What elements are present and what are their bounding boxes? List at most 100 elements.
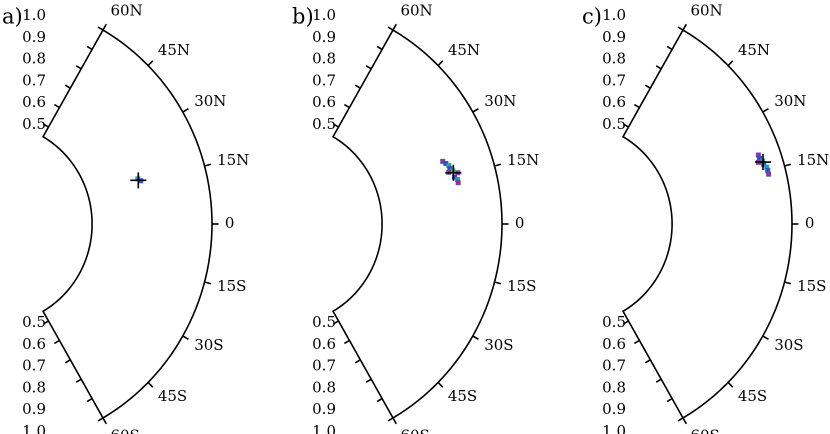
r-tick-label: 0.7: [22, 71, 46, 89]
r-tick-label: 0.6: [22, 335, 46, 353]
lat-tick: [392, 23, 397, 31]
r-tick-label: 0.8: [312, 378, 336, 396]
r-tick-label: 0.9: [22, 28, 46, 46]
r-tick: [365, 65, 372, 70]
r-tick-label: 0.5: [312, 313, 336, 331]
lat-tick-label: 30S: [774, 336, 803, 354]
lat-tick-label: 60S: [110, 427, 139, 434]
r-tick: [365, 378, 372, 383]
density-cell: [447, 166, 453, 172]
r-tick: [387, 417, 394, 422]
lat-tick: [204, 163, 212, 167]
r-tick: [53, 339, 60, 345]
lat-tick: [727, 381, 734, 388]
r-tick-label: 0.6: [312, 93, 336, 111]
density-cell: [446, 163, 452, 169]
lat-tick: [494, 163, 502, 167]
r-tick-label: 1.0: [22, 422, 46, 434]
lat-tick: [472, 335, 479, 341]
r-tick-label: 0.8: [602, 378, 626, 396]
r-tick-label: 1.0: [602, 6, 626, 24]
lat-tick-label: 15S: [507, 277, 536, 295]
r-tick-label: 0.6: [312, 335, 336, 353]
r-tick: [86, 45, 93, 51]
density-cell: [765, 168, 771, 174]
lat-tick-label: 30N: [194, 92, 226, 110]
r-tick: [633, 103, 640, 109]
panel: c) 60N 45N 30N 15N 0 15S 30S 45S 60S 0.5 0.5 0.6 0.6 0…: [582, 1, 829, 434]
r-tick-label: 0.5: [312, 115, 336, 133]
r-tick: [64, 359, 71, 364]
panel-label: b): [292, 5, 314, 29]
lat-tick: [784, 281, 792, 285]
r-tick: [75, 378, 82, 383]
density-cell: [455, 180, 461, 186]
lat-tick-label: 0: [515, 214, 525, 232]
lat-tick: [784, 163, 792, 167]
r-tick: [376, 45, 383, 51]
lat-tick-label: 45N: [448, 41, 480, 59]
r-tick: [64, 84, 71, 89]
lat-tick: [762, 335, 769, 341]
lat-tick: [182, 107, 189, 113]
r-tick-label: 0.7: [602, 357, 626, 375]
density-cell: [764, 164, 770, 170]
r-tick: [623, 123, 629, 128]
lat-tick: [727, 60, 734, 67]
r-tick: [333, 123, 339, 128]
r-tick: [43, 320, 49, 325]
density-cell: [755, 152, 761, 158]
lat-tick: [147, 60, 154, 67]
panel-label: a): [2, 5, 23, 29]
r-tick: [677, 26, 684, 31]
lat-tick: [682, 23, 687, 31]
lat-tick-label: 15S: [217, 277, 246, 295]
r-tick: [343, 103, 350, 109]
r-tick: [666, 45, 673, 51]
sector-outline: [41, 28, 213, 420]
r-tick: [644, 359, 651, 364]
r-tick: [43, 123, 49, 128]
lat-tick-label: 0: [225, 214, 235, 232]
r-tick: [97, 26, 104, 31]
r-tick-label: 0.8: [22, 50, 46, 68]
r-tick-label: 0.7: [22, 357, 46, 375]
r-tick-label: 0.5: [22, 115, 46, 133]
r-tick: [633, 339, 640, 345]
r-tick-label: 0.5: [602, 313, 626, 331]
lat-tick-label: 60N: [690, 1, 722, 19]
r-tick-label: 1.0: [602, 422, 626, 434]
lat-tick-label: 60S: [400, 427, 429, 434]
lat-tick: [182, 335, 189, 341]
r-tick-label: 1.0: [22, 6, 46, 24]
panel: b) 60N 45N 30N 15N 0 15S 30S 45S 60S 0.5 0.5 0.6 0.6 0…: [292, 1, 539, 434]
point-marker: [445, 164, 462, 181]
r-tick-label: 0.9: [312, 28, 336, 46]
lat-tick: [102, 23, 107, 31]
lat-tick: [494, 281, 502, 285]
r-tick: [354, 359, 361, 364]
r-tick: [387, 26, 394, 31]
lat-tick: [147, 381, 154, 388]
r-tick: [623, 320, 629, 325]
r-tick-label: 0.6: [22, 93, 46, 111]
density-cell: [757, 155, 763, 161]
r-tick-label: 0.7: [312, 71, 336, 89]
lat-tick-label: 15S: [797, 277, 826, 295]
density-cell: [452, 174, 458, 180]
r-tick: [655, 378, 662, 383]
r-tick: [86, 397, 93, 403]
r-tick: [376, 397, 383, 403]
r-tick-label: 0.9: [22, 400, 46, 418]
lat-tick-label: 0: [805, 214, 815, 232]
r-tick-label: 0.7: [602, 71, 626, 89]
lat-tick: [204, 281, 212, 285]
lat-tick-label: 15N: [217, 151, 249, 169]
lat-tick-label: 45S: [448, 387, 477, 405]
lat-tick-label: 45S: [158, 387, 187, 405]
sector-outline: [621, 28, 793, 420]
lat-tick-label: 45N: [738, 41, 770, 59]
r-tick-label: 0.9: [602, 400, 626, 418]
r-tick: [655, 65, 662, 70]
r-tick: [666, 397, 673, 403]
